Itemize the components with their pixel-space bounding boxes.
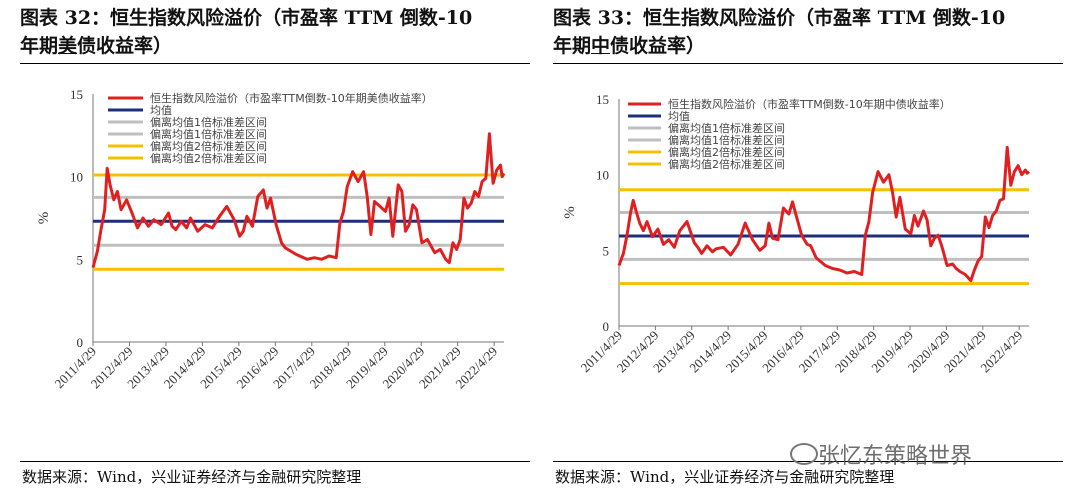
risk-premium-series-line	[91, 132, 506, 268]
y-tick-label: 10	[70, 170, 83, 185]
y-axis-label: %	[562, 206, 578, 219]
left-title-rule	[20, 63, 530, 64]
y-tick-label: 10	[596, 168, 609, 183]
y-tick-label: 0	[603, 319, 610, 334]
legend-sd2-a-label: 偏离均值2倍标准差区间	[150, 139, 267, 153]
wechat-icon	[790, 443, 818, 465]
y-tick-label: 15	[70, 87, 83, 102]
left-chart-title: 图表 32：恒生指数风险溢价（市盈率 TTM 倒数-10 年期美债收益率）	[20, 4, 472, 60]
legend-mean-label: 均值	[668, 110, 690, 123]
risk-premium-series-line	[617, 145, 1030, 283]
right-source-note: 数据来源：Wind，兴业证券经济与金融研究院整理	[555, 468, 895, 486]
left-source-note: 数据来源：Wind，兴业证券经济与金融研究院整理	[22, 468, 362, 486]
left-title-line1: 图表 32：恒生指数风险溢价（市盈率 TTM 倒数-10	[20, 7, 473, 29]
legend-sd1-a-label: 偏离均值1倍标准差区间	[150, 115, 267, 129]
left-footer-rule	[20, 461, 530, 462]
legend-sd2-a-label: 偏离均值2倍标准差区间	[668, 145, 785, 159]
y-tick-label: 5	[77, 252, 84, 267]
left-title-line2: 年期美债收益率）	[20, 35, 173, 57]
y-axis-label: %	[36, 212, 52, 225]
right-title-rule	[553, 63, 1063, 64]
legend-sd1-a-label: 偏离均值1倍标准差区间	[668, 121, 785, 135]
legend-mean-label: 均值	[150, 104, 172, 117]
legend-sd1-b-label: 偏离均值1倍标准差区间	[150, 127, 267, 141]
right-risk-premium-chart: 051015%2011/4/292012/4/292013/4/292014/4…	[562, 92, 1030, 375]
y-tick-label: 0	[77, 335, 84, 350]
legend-sd2-b-label: 偏离均值2倍标准差区间	[668, 157, 785, 171]
legend-series-label: 恒生指数风险溢价（市盈率TTM倒数-10年期美债收益率）	[150, 91, 433, 105]
legend-series-label: 恒生指数风险溢价（市盈率TTM倒数-10年期中债收益率）	[668, 97, 951, 111]
right-chart-title: 图表 33：恒生指数风险溢价（市盈率 TTM 倒数-10 年期中债收益率）	[553, 4, 1005, 60]
legend-sd2-b-label: 偏离均值2倍标准差区间	[150, 151, 267, 165]
y-tick-label: 15	[596, 92, 609, 107]
right-title-line1: 图表 33：恒生指数风险溢价（市盈率 TTM 倒数-10	[553, 7, 1006, 29]
legend-sd1-b-label: 偏离均值1倍标准差区间	[668, 133, 785, 147]
y-tick-label: 5	[603, 243, 610, 258]
left-risk-premium-chart: 051015%2011/4/292012/4/292013/4/292014/4…	[36, 87, 506, 391]
watermark-text: 张忆东策略世界	[818, 444, 973, 469]
right-title-line2: 年期中债收益率）	[553, 35, 706, 57]
